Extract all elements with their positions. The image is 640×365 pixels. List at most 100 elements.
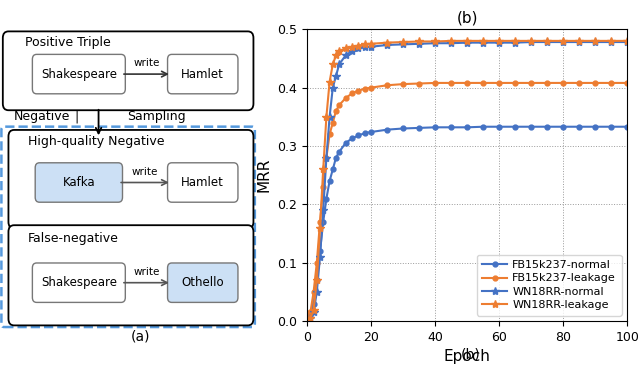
FB15k237-normal (319, 220, 327, 224)
WN18RR-normal (323, 155, 330, 160)
WN18RR-normal (591, 40, 599, 44)
FB15k237-leakage (607, 81, 615, 85)
WN18RR-leakage (543, 39, 551, 43)
FB15k237-leakage (329, 120, 337, 125)
FancyBboxPatch shape (168, 54, 238, 94)
Text: Hamlet: Hamlet (181, 176, 224, 189)
Y-axis label: MRR: MRR (257, 158, 272, 192)
WN18RR-leakage (399, 40, 407, 44)
WN18RR-normal (527, 40, 535, 44)
FB15k237-normal (623, 124, 631, 129)
WN18RR-normal (399, 42, 407, 47)
FancyBboxPatch shape (168, 263, 238, 302)
FancyBboxPatch shape (33, 54, 125, 94)
WN18RR-normal (316, 255, 324, 259)
Title: (b): (b) (456, 10, 478, 25)
FB15k237-leakage (415, 81, 423, 86)
FB15k237-normal (310, 301, 317, 306)
FB15k237-normal (479, 124, 487, 129)
FB15k237-normal (543, 124, 551, 129)
FancyBboxPatch shape (1, 127, 255, 327)
FB15k237-normal (332, 155, 340, 160)
WN18RR-normal (361, 45, 369, 50)
FB15k237-normal (495, 124, 503, 129)
WN18RR-leakage (342, 46, 349, 51)
FB15k237-normal (313, 278, 321, 283)
FB15k237-normal (607, 124, 615, 129)
Text: Othello: Othello (181, 276, 224, 289)
FB15k237-normal (326, 179, 333, 183)
FancyBboxPatch shape (8, 225, 253, 326)
WN18RR-leakage (591, 39, 599, 43)
FB15k237-leakage (511, 81, 519, 85)
WN18RR-normal (303, 319, 311, 323)
WN18RR-normal (307, 316, 314, 320)
WN18RR-leakage (527, 39, 535, 43)
FB15k237-leakage (316, 220, 324, 224)
Text: Sampling: Sampling (127, 110, 186, 123)
WN18RR-leakage (415, 39, 423, 44)
FB15k237-leakage (591, 81, 599, 85)
Line: WN18RR-leakage: WN18RR-leakage (303, 37, 632, 325)
Text: write: write (133, 267, 159, 277)
X-axis label: Epoch: Epoch (444, 349, 491, 365)
FancyBboxPatch shape (33, 263, 125, 302)
WN18RR-normal (607, 40, 615, 44)
FancyBboxPatch shape (3, 31, 253, 110)
WN18RR-leakage (495, 39, 503, 43)
Line: FB15k237-leakage: FB15k237-leakage (305, 81, 630, 324)
FB15k237-leakage (310, 290, 317, 294)
FB15k237-leakage (447, 81, 455, 85)
FB15k237-leakage (479, 81, 487, 85)
FB15k237-leakage (575, 81, 583, 85)
FB15k237-normal (335, 150, 343, 154)
WN18RR-leakage (329, 62, 337, 66)
WN18RR-normal (329, 85, 337, 90)
WN18RR-normal (383, 43, 391, 47)
WN18RR-leakage (511, 39, 519, 43)
Text: |: | (74, 110, 78, 123)
WN18RR-leakage (623, 39, 631, 43)
FB15k237-normal (355, 133, 362, 138)
WN18RR-leakage (361, 42, 369, 47)
FB15k237-normal (431, 125, 439, 130)
WN18RR-normal (313, 290, 321, 294)
FB15k237-normal (307, 313, 314, 318)
Line: FB15k237-normal: FB15k237-normal (305, 124, 630, 324)
WN18RR-normal (355, 46, 362, 51)
WN18RR-leakage (367, 42, 375, 46)
WN18RR-normal (543, 40, 551, 44)
Line: WN18RR-normal: WN18RR-normal (303, 38, 632, 325)
WN18RR-normal (326, 115, 333, 119)
FB15k237-leakage (303, 319, 311, 323)
Text: High-quality Negative: High-quality Negative (28, 135, 164, 148)
FancyBboxPatch shape (168, 163, 238, 202)
WN18RR-normal (575, 40, 583, 44)
WN18RR-normal (342, 53, 349, 58)
WN18RR-leakage (479, 39, 487, 43)
Text: (b): (b) (461, 347, 480, 361)
Text: write: write (132, 166, 158, 177)
FB15k237-leakage (543, 81, 551, 85)
WN18RR-leakage (335, 49, 343, 53)
Text: Positive Triple: Positive Triple (26, 36, 111, 49)
FB15k237-leakage (495, 81, 503, 85)
FB15k237-normal (591, 124, 599, 129)
FB15k237-leakage (348, 91, 356, 96)
FB15k237-leakage (326, 132, 333, 137)
FB15k237-normal (316, 249, 324, 253)
FB15k237-leakage (431, 81, 439, 85)
FB15k237-normal (463, 125, 471, 130)
FB15k237-normal (575, 124, 583, 129)
FB15k237-normal (527, 124, 535, 129)
FB15k237-leakage (367, 85, 375, 90)
WN18RR-normal (319, 208, 327, 212)
WN18RR-leakage (431, 39, 439, 44)
WN18RR-leakage (319, 167, 327, 172)
FB15k237-normal (323, 196, 330, 201)
WN18RR-normal (559, 40, 567, 44)
Text: write: write (133, 58, 159, 68)
FB15k237-normal (329, 167, 337, 172)
WN18RR-normal (431, 41, 439, 45)
WN18RR-normal (511, 41, 519, 45)
